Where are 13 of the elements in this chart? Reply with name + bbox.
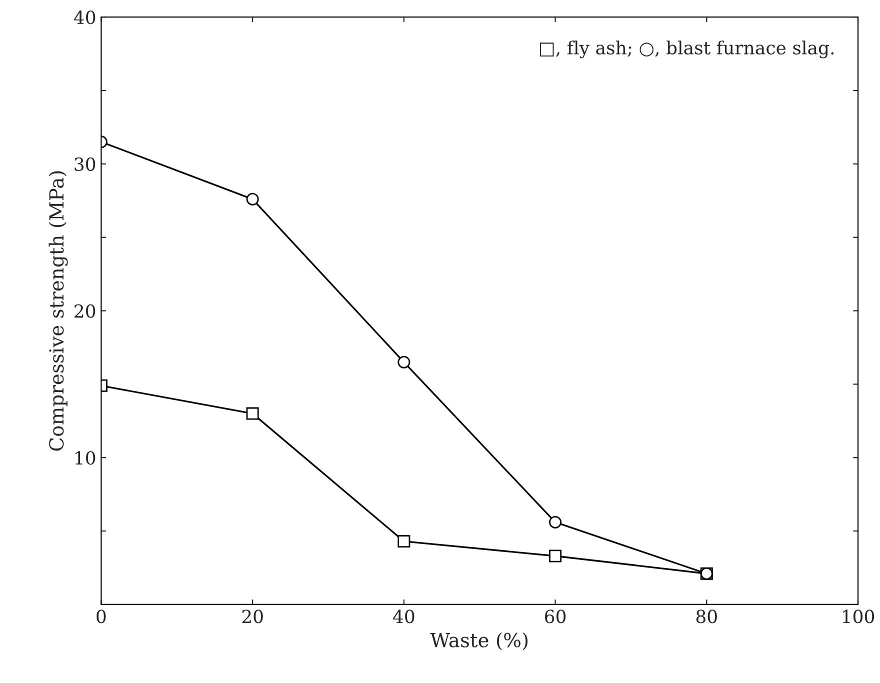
- x-tick-label: 80: [696, 610, 717, 624]
- x-tick-label: 60: [545, 610, 566, 624]
- y-tick-label: 30: [74, 157, 96, 172]
- y-tick-label: 20: [74, 304, 96, 318]
- y-tick-label: 40: [74, 10, 96, 24]
- y-axis-title: Compressive strength (MPa): [48, 171, 68, 451]
- annotation: □, fly ash; ○, blast furnace slag.: [540, 40, 834, 58]
- x-tick-label: 0: [96, 610, 106, 624]
- x-tick-label: 40: [392, 610, 414, 624]
- x-axis-title: Waste (%): [430, 632, 528, 650]
- y-tick-label: 10: [76, 451, 96, 465]
- x-tick-label: 100: [842, 610, 874, 624]
- x-tick-label: 20: [242, 610, 263, 624]
